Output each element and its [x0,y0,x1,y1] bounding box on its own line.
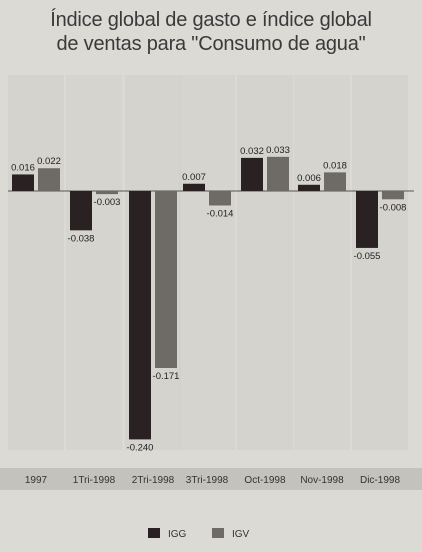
background-band [352,75,408,450]
chart-title: Índice global de gasto e índice global d… [0,8,422,56]
x-tick-label: 3Tri-1998 [186,475,229,486]
data-label-igv: -0.171 [153,371,180,382]
legend-swatch-igg [148,528,160,538]
bar-igv-1997 [38,168,60,191]
chart-title-line-1: Índice global de gasto e índice global [50,9,372,31]
background-band [66,75,122,450]
data-label-igv: 0.022 [37,156,61,167]
legend-swatch-igv [212,528,224,538]
category-axis-band [0,468,422,490]
data-label-igv: -0.008 [380,202,407,213]
bar-igg-2tri-1998 [129,191,151,440]
x-tick-label: Nov-1998 [300,475,344,486]
bar-igg-oct-1998 [241,157,263,191]
bar-igv-3tri-1998 [209,191,231,206]
data-label-igv: 0.018 [323,160,347,171]
data-label-igv: 0.033 [266,145,290,156]
background-band [179,75,235,450]
background-band [237,75,293,450]
data-label-igg: -0.038 [68,233,95,244]
data-label-igg: -0.055 [354,251,381,262]
bar-igv-1tri-1998 [96,191,118,195]
x-tick-label: Dic-1998 [360,475,400,486]
bar-igg-nov-1998 [298,184,320,191]
background-band [8,75,64,450]
bar-igg-1997 [12,174,34,191]
data-label-igg: 0.007 [182,172,206,183]
data-label-igv: -0.003 [94,197,121,208]
x-tick-label: 2Tri-1998 [132,475,175,486]
background-band [294,75,350,450]
x-tick-label: Oct-1998 [244,475,286,486]
bar-igg-3tri-1998 [183,183,205,191]
legend-label-igg: IGG [168,529,187,540]
data-label-igv: -0.014 [207,208,234,219]
x-tick-label: 1997 [25,475,48,486]
data-label-igg: 0.006 [297,173,321,184]
bar-igg-dic-1998 [356,191,378,248]
bar-igv-2tri-1998 [155,191,177,368]
bar-igv-nov-1998 [324,172,346,191]
legend-label-igv: IGV [232,529,250,540]
data-label-igg: -0.240 [127,442,154,453]
bar-igv-oct-1998 [267,156,289,191]
data-label-igg: 0.032 [240,146,264,157]
bar-igv-dic-1998 [382,191,404,200]
chart-title-line-2: de ventas para "Consumo de agua" [56,33,366,55]
bar-igg-1tri-1998 [70,191,92,231]
data-label-igg: 0.016 [11,162,35,173]
x-tick-label: 1Tri-1998 [73,475,116,486]
